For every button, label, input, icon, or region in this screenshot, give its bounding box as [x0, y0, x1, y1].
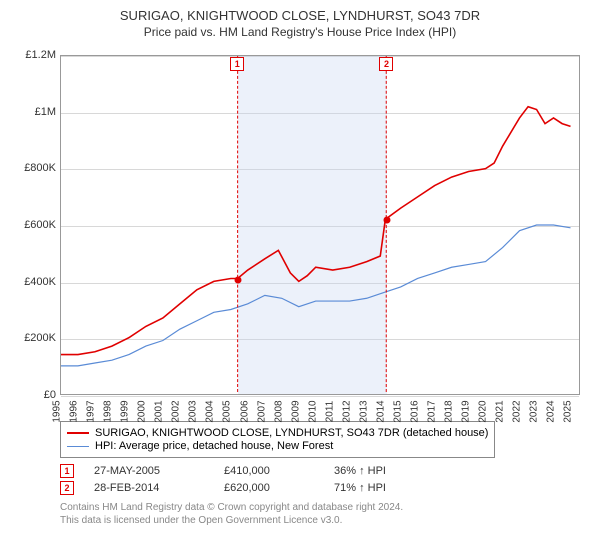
legend-label: SURIGAO, KNIGHTWOOD CLOSE, LYNDHURST, SO… — [95, 427, 488, 439]
x-axis-label: 2025 — [563, 400, 574, 422]
sale-row: 2 28-FEB-2014 £620,000 71% ↑ HPI — [60, 481, 588, 495]
x-axis-label: 2020 — [478, 400, 489, 422]
x-axis-label: 2002 — [171, 400, 182, 422]
footnote-line: Contains HM Land Registry data © Crown c… — [60, 501, 588, 514]
y-axis-label: £1M — [12, 106, 56, 118]
legend-item: HPI: Average price, detached house, New … — [67, 440, 488, 452]
sale-row-delta: 71% ↑ HPI — [334, 482, 434, 494]
x-axis-label: 2003 — [188, 400, 199, 422]
sale-point-dot — [384, 217, 391, 224]
sale-row-date: 28-FEB-2014 — [94, 482, 204, 494]
x-axis-label: 2000 — [137, 400, 148, 422]
x-axis-label: 2019 — [461, 400, 472, 422]
series-line-hpi — [61, 225, 571, 366]
legend-swatch — [67, 432, 89, 434]
line-layer — [61, 56, 579, 394]
x-axis-label: 2012 — [341, 400, 352, 422]
x-axis-label: 2001 — [154, 400, 165, 422]
sale-marker-box: 2 — [379, 57, 393, 71]
sales-table: 1 27-MAY-2005 £410,000 36% ↑ HPI 2 28-FEB-201… — [60, 464, 588, 495]
y-axis-label: £800K — [12, 162, 56, 174]
sale-row-date: 27-MAY-2005 — [94, 465, 204, 477]
x-axis-label: 1996 — [69, 400, 80, 422]
x-axis-label: 2015 — [392, 400, 403, 422]
x-axis-label: 2016 — [410, 400, 421, 422]
x-axis-label: 2005 — [222, 400, 233, 422]
x-axis-label: 1999 — [120, 400, 131, 422]
y-axis-label: £0 — [12, 389, 56, 401]
x-axis-label: 2008 — [273, 400, 284, 422]
x-axis-label: 2023 — [529, 400, 540, 422]
x-axis-label: 1998 — [103, 400, 114, 422]
x-axis-label: 2013 — [358, 400, 369, 422]
x-axis-label: 2018 — [444, 400, 455, 422]
x-axis-label: 2010 — [307, 400, 318, 422]
x-axis-label: 2021 — [495, 400, 506, 422]
x-axis-label: 2024 — [546, 400, 557, 422]
chart-title: SURIGAO, KNIGHTWOOD CLOSE, LYNDHURST, SO… — [12, 8, 588, 23]
x-axis-label: 1995 — [52, 400, 63, 422]
x-axis-label: 2011 — [324, 401, 335, 423]
x-axis-label: 2014 — [375, 400, 386, 422]
chart-subtitle: Price paid vs. HM Land Registry's House … — [12, 25, 588, 39]
legend-label: HPI: Average price, detached house, New … — [95, 440, 333, 452]
sale-row-marker: 1 — [60, 464, 74, 478]
x-axis-label: 2017 — [427, 400, 438, 422]
sale-marker-box: 1 — [230, 57, 244, 71]
gridline — [61, 396, 579, 397]
sale-row-price: £410,000 — [224, 465, 314, 477]
y-axis-label: £600K — [12, 219, 56, 231]
sale-row: 1 27-MAY-2005 £410,000 36% ↑ HPI — [60, 464, 588, 478]
y-axis-label: £1.2M — [12, 49, 56, 61]
y-axis-label: £400K — [12, 276, 56, 288]
sale-row-delta: 36% ↑ HPI — [334, 465, 434, 477]
series-line-property — [61, 107, 571, 355]
chart-area: £0£200K£400K£600K£800K£1M£1.2M1995199619… — [12, 47, 588, 415]
footnote-line: This data is licensed under the Open Gov… — [60, 514, 588, 527]
sale-point-dot — [235, 276, 242, 283]
x-axis-label: 1997 — [86, 400, 97, 422]
sale-row-price: £620,000 — [224, 482, 314, 494]
legend-swatch — [67, 446, 89, 447]
x-axis-label: 2022 — [512, 400, 523, 422]
sale-row-marker: 2 — [60, 481, 74, 495]
plot-region — [60, 55, 580, 395]
legend-item: SURIGAO, KNIGHTWOOD CLOSE, LYNDHURST, SO… — [67, 427, 488, 439]
y-axis-label: £200K — [12, 332, 56, 344]
chart-container: SURIGAO, KNIGHTWOOD CLOSE, LYNDHURST, SO… — [0, 0, 600, 560]
x-axis-label: 2006 — [239, 400, 250, 422]
legend: SURIGAO, KNIGHTWOOD CLOSE, LYNDHURST, SO… — [60, 421, 495, 458]
footnote: Contains HM Land Registry data © Crown c… — [60, 501, 588, 527]
x-axis-label: 2009 — [290, 400, 301, 422]
x-axis-label: 2007 — [256, 400, 267, 422]
x-axis-label: 2004 — [205, 400, 216, 422]
